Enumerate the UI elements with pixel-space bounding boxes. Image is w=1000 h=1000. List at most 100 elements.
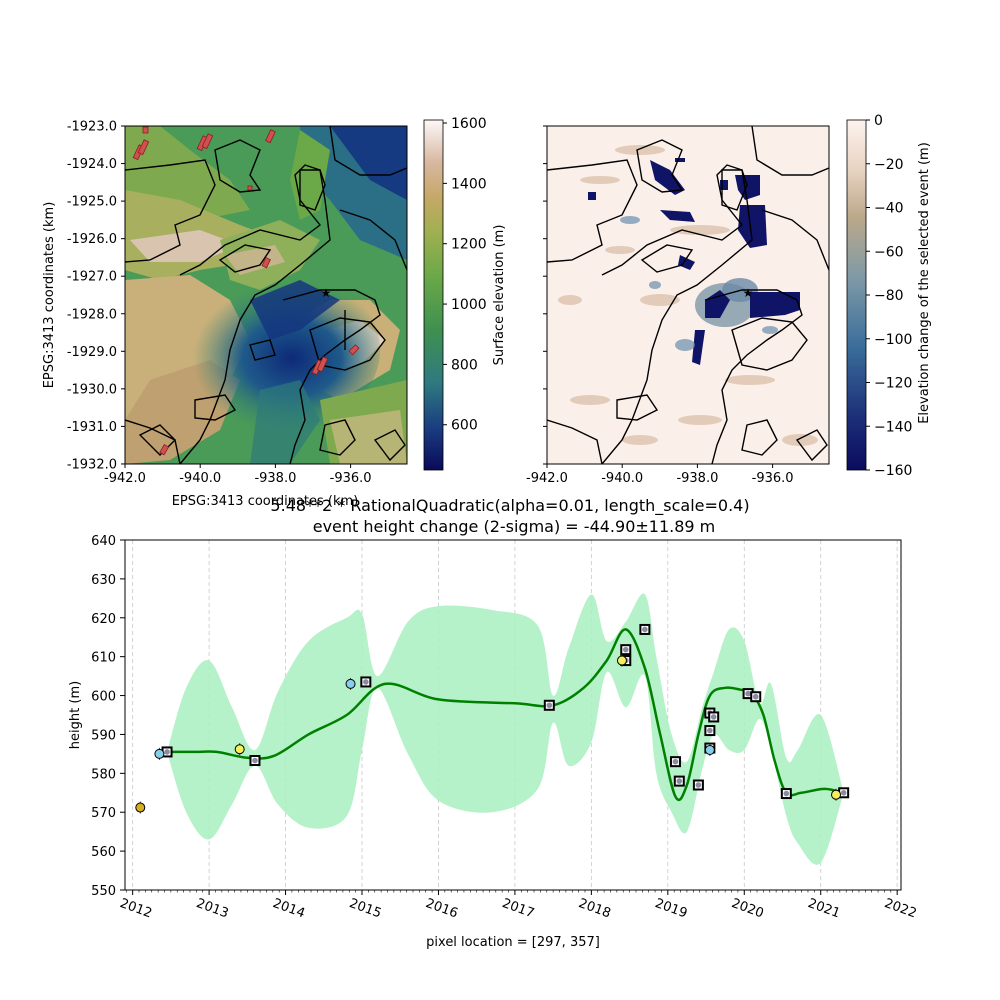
map-left-x-tick-label: -936.0 — [330, 471, 372, 486]
chart-xlabel: pixel location = [297, 357] — [426, 935, 600, 950]
elevation-colorbar-ticks: 1600 1400 1200 1000 800 600 — [443, 116, 487, 434]
map-left-y-tick-label: -1926.0 — [67, 232, 117, 247]
map-left-y-tick-label: -1924.0 — [67, 157, 117, 172]
square-point-core — [695, 782, 702, 788]
circle-data-point — [704, 745, 715, 755]
map-left-y-tick-label: -1923.0 — [67, 120, 117, 135]
elevation-change-colorbar-label: Elevation change of the selected event (… — [917, 142, 932, 424]
square-point-core — [363, 679, 369, 685]
square-point-core — [840, 789, 847, 796]
chart-x-tick-label: 2017 — [500, 896, 536, 921]
event-star-icon-right: ★ — [743, 286, 754, 300]
chart-y-tick-label: 640 — [91, 534, 116, 549]
square-point-core — [546, 702, 553, 709]
circle-data-point — [345, 678, 356, 689]
elevation-colorbar-label: Surface elevation (m) — [492, 225, 507, 366]
fit-line — [166, 628, 844, 802]
chart-title-line2: event height change (2-sigma) = -44.90±1… — [313, 517, 716, 536]
chart-x-tick-label: 2020 — [729, 896, 765, 921]
chart-x-ticks: 2012 2013 2014 2015 2016 2017 2018 2019 2020 2021… — [118, 890, 918, 921]
elevation-change-colorbar — [846, 119, 867, 471]
chart-title-line1: 5.48**2 * RationalQuadratic(alpha=0.01, … — [270, 496, 749, 516]
event-star-icon: ★ — [321, 286, 332, 300]
map-right-x-ticks: -942.0 -940.0 -938.0 -936.0 — [526, 464, 794, 486]
map-left-y-tick-label: -1931.0 — [67, 420, 117, 435]
circle-data-point — [135, 802, 146, 813]
chart-x-tick-label: 2016 — [424, 896, 460, 921]
square-point-core — [642, 626, 648, 633]
chart-y-tick-label: 580 — [91, 767, 116, 782]
square-point-core — [745, 690, 751, 697]
map-left-x-tick-label: -940.0 — [179, 471, 221, 486]
circle-data-point — [831, 789, 842, 800]
circle-data-point — [616, 655, 627, 666]
square-point-core — [710, 714, 717, 720]
square-point-core — [672, 758, 679, 765]
square-point-core — [676, 778, 683, 784]
elevation-colorbar-tick-label: 800 — [451, 357, 478, 373]
chart-x-tick-label: 2022 — [882, 896, 918, 921]
chart-x-tick-label: 2015 — [347, 896, 383, 921]
fit-line-series — [166, 628, 844, 802]
chart-y-tick-label: 590 — [91, 728, 116, 743]
height-timeseries-chart: 5.48**2 * RationalQuadratic(alpha=0.01, … — [68, 496, 918, 950]
change-colorbar-tick-label: −80 — [874, 288, 904, 304]
square-point-core — [164, 749, 170, 755]
elevation-change-map: ★ -942.0 -940.0 -938.0 -936.0 0 −20 −40 −60 −80… — [526, 113, 932, 486]
change-colorbar-tick-label: −140 — [874, 419, 912, 435]
change-colorbar-tick-label: −40 — [874, 201, 904, 217]
map-left-y-tick-label: -1925.0 — [67, 195, 117, 210]
elevation-colorbar — [423, 119, 444, 471]
square-point-core — [707, 727, 713, 734]
chart-ylabel: height (m) — [68, 681, 83, 749]
change-colorbar-tick-label: −120 — [874, 376, 912, 392]
elevation-colorbar-tick-label: 1400 — [451, 176, 487, 192]
chart-y-tick-label: 570 — [91, 806, 116, 821]
elevation-colorbar-tick-label: 1200 — [451, 237, 487, 253]
map-left-xlabel: EPSG:3413 coordinates (km) — [172, 494, 359, 509]
map-left-x-tick-label: -942.0 — [104, 471, 146, 486]
confidence-band-area — [167, 593, 844, 865]
change-colorbar-tick-label: 0 — [874, 113, 883, 129]
map-right-y-ticks — [543, 125, 547, 465]
chart-frame — [124, 539, 902, 891]
surface-elevation-map: ★ -942.0 -940.0 -938.0 -936.0 -1923.0 -1924.… — [42, 116, 507, 509]
change-colorbar-tick-label: −60 — [874, 244, 904, 260]
map-right-x-tick-label: -940.0 — [601, 471, 643, 486]
square-point-core — [622, 646, 629, 653]
chart-y-tick-label: 560 — [91, 845, 116, 860]
chart-x-tick-label: 2019 — [653, 896, 689, 921]
chart-x-tick-label: 2013 — [194, 896, 230, 921]
elevation-colorbar-tick-label: 1000 — [451, 297, 487, 313]
map-right-x-tick-label: -942.0 — [526, 471, 568, 486]
map-left-y-tick-label: -1929.0 — [67, 345, 117, 360]
chart-y-ticks: 550 560 570 580 590 600 610 620 630 640 — [91, 534, 125, 899]
map-left-y-tick-label: -1932.0 — [67, 457, 117, 472]
circle-data-point — [234, 744, 245, 755]
map-left-x-ticks: -942.0 -940.0 -938.0 -936.0 — [104, 464, 372, 486]
chart-x-tick-label: 2012 — [118, 896, 154, 921]
chart-y-tick-label: 630 — [91, 573, 116, 588]
square-point-core — [783, 790, 790, 797]
chart-y-tick-label: 600 — [91, 690, 116, 705]
chart-y-tick-label: 550 — [91, 884, 116, 899]
map-left-y-tick-label: -1930.0 — [67, 382, 117, 397]
confidence-band — [167, 593, 844, 865]
elevation-change-colorbar-ticks: 0 −20 −40 −60 −80 −100 −120 −140 −160 — [866, 113, 912, 479]
map-left-ylabel: EPSG:3413 coordinates (km) — [42, 202, 57, 389]
square-point-core — [252, 757, 258, 764]
chart-x-tick-label: 2021 — [806, 896, 842, 921]
map-left-y-ticks: -1923.0 -1924.0 -1925.0 -1926.0 -1927.0 -1928… — [67, 120, 125, 472]
change-colorbar-tick-label: −20 — [874, 157, 904, 173]
circle-data-point — [154, 748, 165, 759]
square-point-core — [752, 693, 759, 700]
map-left-y-tick-label: -1927.0 — [67, 270, 117, 285]
map-right-x-tick-label: -938.0 — [676, 471, 718, 486]
chart-y-tick-label: 610 — [91, 651, 116, 666]
map-right-x-tick-label: -936.0 — [752, 471, 794, 486]
map-left-y-tick-label: -1928.0 — [67, 307, 117, 322]
chart-x-tick-label: 2014 — [271, 896, 307, 921]
elevation-colorbar-tick-label: 1600 — [451, 116, 487, 132]
map-left-x-tick-label: -938.0 — [254, 471, 296, 486]
